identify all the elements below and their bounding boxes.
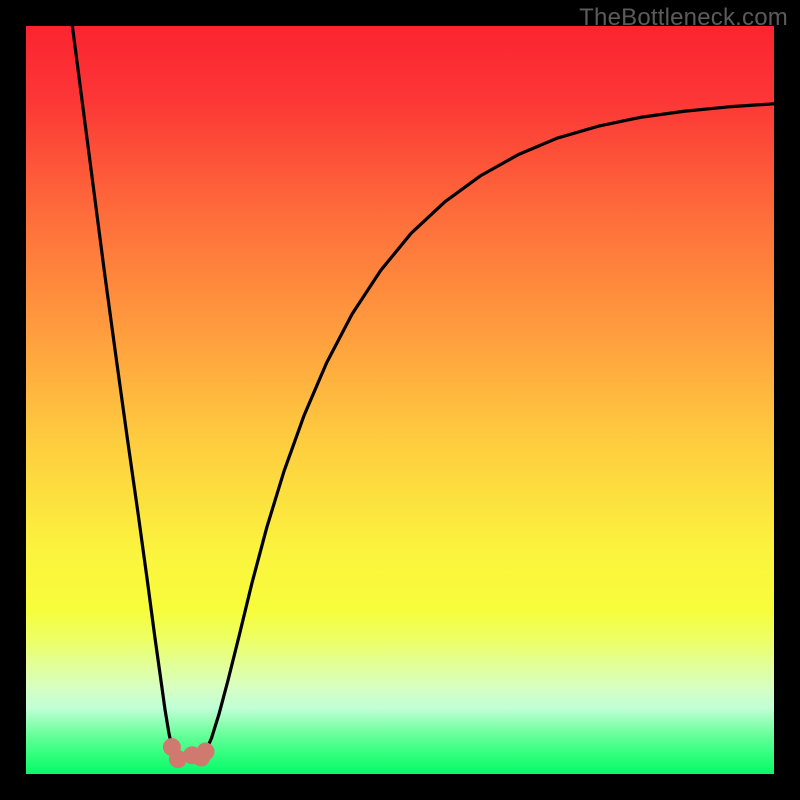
chart-container: TheBottleneck.com (0, 0, 800, 800)
dip-marker (197, 743, 215, 761)
plot-background (26, 26, 774, 774)
watermark-text: TheBottleneck.com (579, 4, 788, 32)
bottleneck-chart (0, 0, 800, 800)
